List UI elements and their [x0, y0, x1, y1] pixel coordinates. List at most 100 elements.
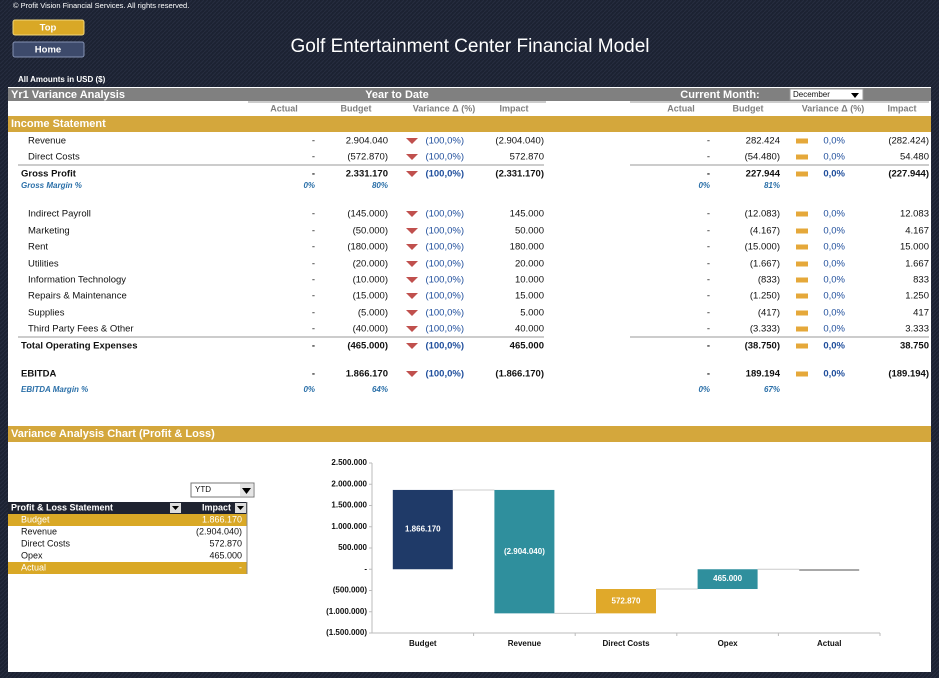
view-dropdown[interactable]	[190, 482, 255, 498]
pl-table-head: Profit & Loss Statement	[11, 502, 113, 512]
month-value[interactable]: December	[793, 90, 830, 99]
cell: 0,0%	[823, 209, 845, 220]
cell: 20.000	[515, 259, 544, 270]
top-button[interactable]	[12, 19, 85, 36]
cell: 0,0%	[823, 369, 845, 380]
y-tick-label: 1.000.000	[331, 522, 367, 531]
cell: 465.000	[510, 341, 544, 352]
ytd-label: Year to Date	[365, 89, 429, 101]
month-dropdown[interactable]	[789, 88, 864, 101]
variance-icon-flat	[796, 343, 808, 349]
pl-table-head: Impact	[202, 502, 231, 512]
y-tick-label: 2.000.000	[331, 479, 367, 488]
bar	[494, 489, 555, 614]
cell: 282.424	[746, 136, 780, 147]
value-label: 465.000	[713, 574, 742, 583]
pl-row-value: 572.870	[209, 538, 242, 548]
cell: (417)	[758, 308, 780, 319]
pl-row-label: Opex	[21, 550, 43, 560]
row-label: Indirect Payroll	[28, 209, 91, 220]
cell: 1.667	[905, 259, 929, 270]
row-label: Gross Margin %	[21, 181, 82, 190]
bar	[697, 569, 758, 590]
cell: 0,0%	[823, 242, 845, 253]
cell: (12.083)	[745, 209, 780, 220]
cell: -	[312, 275, 315, 286]
cell: (20.000)	[353, 259, 388, 270]
home-button-label[interactable]: Home	[35, 45, 61, 56]
dropdown-arrow[interactable]	[851, 93, 859, 98]
cell: -	[707, 341, 710, 352]
column-header: Budget	[733, 103, 764, 113]
cell: 180.000	[510, 242, 544, 253]
cell: (4.167)	[750, 226, 780, 237]
view-value[interactable]: YTD	[195, 485, 211, 494]
y-tick-label: 500.000	[338, 543, 367, 552]
cell: 81%	[764, 181, 780, 190]
cell: 67%	[764, 385, 780, 394]
variance-icon-flat	[796, 228, 808, 234]
pl-row-value: -	[239, 562, 242, 572]
cell: 2.904.040	[346, 136, 388, 147]
variance-icon-down	[406, 371, 418, 377]
section-title: Income Statement	[11, 118, 106, 130]
bar	[392, 489, 453, 570]
cell: 2.331.170	[346, 169, 388, 180]
cell: (5.000)	[358, 308, 388, 319]
x-tick-label: Budget	[409, 639, 437, 648]
variance-icon-flat	[796, 277, 808, 283]
page-title: Golf Entertainment Center Financial Mode…	[290, 36, 649, 57]
cell: 54.480	[900, 152, 929, 163]
cell: (15.000)	[745, 242, 780, 253]
cell: (2.331.170)	[495, 169, 544, 180]
dropdown-arrow[interactable]	[242, 488, 251, 494]
cell: (54.480)	[745, 152, 780, 163]
variance-icon-flat	[796, 154, 808, 160]
row-label: EBITDA	[21, 369, 57, 380]
cell: 12.083	[900, 209, 929, 220]
cell: (2.904.040)	[495, 136, 544, 147]
variance-icon-down	[406, 138, 418, 144]
cell: (145.000)	[347, 209, 388, 220]
cell: -	[312, 341, 315, 352]
cell: -	[707, 209, 710, 220]
copyright: © Profit Vision Financial Services. All …	[13, 1, 189, 10]
cell: 15.000	[515, 291, 544, 302]
cell: (100,0%)	[425, 275, 464, 286]
bar	[799, 569, 860, 571]
variance-icon-down	[406, 171, 418, 177]
cell: (100,0%)	[425, 308, 464, 319]
cell: 40.000	[515, 324, 544, 335]
cell: -	[312, 152, 315, 163]
variance-icon-flat	[796, 326, 808, 332]
y-tick-label: -	[364, 564, 367, 573]
variance-title: Yr1 Variance Analysis	[11, 89, 125, 101]
pl-table-header	[8, 502, 247, 514]
column-header: Impact	[499, 103, 528, 113]
cell: (38.750)	[745, 341, 780, 352]
currency-note: All Amounts in USD ($)	[18, 75, 106, 84]
cell: (100,0%)	[425, 226, 464, 237]
cell: -	[312, 324, 315, 335]
row-label: Marketing	[28, 226, 70, 237]
pl-row-label: Budget	[21, 514, 50, 524]
pl-row-value: 1.866.170	[202, 514, 242, 524]
cell: 38.750	[900, 341, 929, 352]
home-button[interactable]	[12, 41, 85, 58]
cell: (227.944)	[888, 169, 929, 180]
x-tick-label: Revenue	[508, 639, 542, 648]
value-label: 572.870	[612, 596, 641, 605]
variance-header-bar	[8, 88, 931, 101]
cell: -	[707, 226, 710, 237]
pl-row-highlight	[8, 562, 247, 574]
y-tick-label: (1.000.000)	[326, 607, 367, 616]
row-label: Revenue	[28, 136, 66, 147]
cell: -	[312, 308, 315, 319]
x-tick-label: Actual	[817, 639, 841, 648]
row-label: Information Technology	[28, 275, 126, 286]
cell: 5.000	[520, 308, 544, 319]
top-button-label[interactable]: Top	[40, 23, 57, 34]
cell: -	[707, 242, 710, 253]
